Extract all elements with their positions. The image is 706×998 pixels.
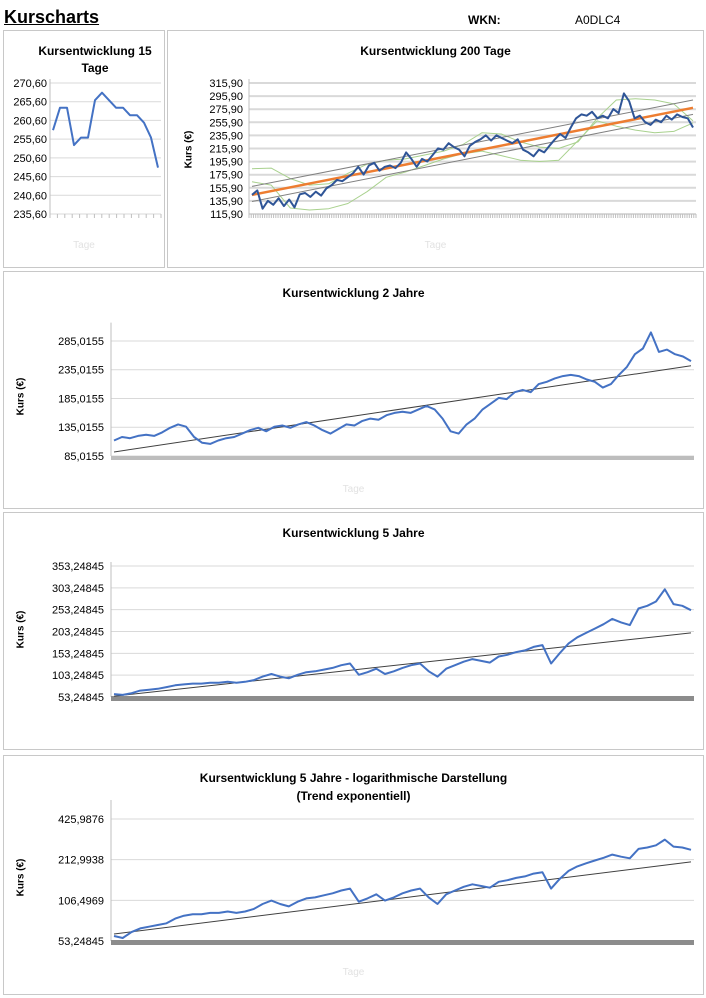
y-tick-label: 53,24845 (58, 936, 104, 948)
x-axis-label: Tage (342, 967, 365, 978)
y-tick-label: 215,90 (209, 144, 243, 156)
y-tick-label: 260,60 (13, 115, 47, 127)
y-axis-label: Kurs (€) (15, 858, 27, 897)
y-tick-label: 353,24845 (52, 561, 104, 573)
y-tick-label: 115,90 (210, 209, 243, 221)
x-axis-label: Tage (424, 240, 447, 251)
chart-subtitle: (Trend exponentiell) (296, 789, 411, 803)
series-trend (113, 861, 692, 935)
y-tick-label: 270,60 (13, 78, 47, 90)
x-axis-label: Tage (342, 484, 365, 495)
series-kurs (113, 331, 692, 445)
y-tick-label: 175,90 (209, 170, 243, 182)
plot-area: 425,9876 212,9938 106,4969 53,24845 (58, 800, 694, 948)
x-axis (111, 456, 694, 460)
chart-15-tage: 270,60 265,60 260,60 255,60 250,60 245,60 240,… (3, 30, 165, 268)
chart-5-jahre-log: 425,9876 212,9938 106,4969 53,24845 Kursent… (3, 755, 704, 995)
y-tick-label: 153,24845 (52, 648, 104, 660)
y-tick-label: 245,60 (13, 172, 47, 184)
wkn-value: A0DLC4 (575, 13, 621, 27)
chart-title: Kursentwicklung 5 Jahre - logarithmische… (199, 771, 508, 785)
series-trend (113, 632, 692, 697)
y-tick-label: 425,9876 (58, 814, 104, 826)
y-tick-label: 265,60 (13, 97, 47, 109)
y-tick-label: 135,90 (209, 196, 243, 208)
y-tick-label: 240,60 (13, 190, 47, 202)
series-trend (251, 106, 694, 197)
x-axis (111, 940, 694, 945)
y-tick-label: 155,90 (209, 183, 243, 195)
y-tick-label: 135,0155 (58, 422, 104, 434)
chart-title: Kursentwicklung 200 Tage (360, 44, 511, 58)
y-tick-label: 235,0155 (58, 365, 104, 377)
y-tick-label: 203,24845 (52, 627, 104, 639)
plot-area: 285,0155 235,0155 185,0155 135,0155 85,0155 (58, 322, 694, 463)
series-kurs (52, 91, 159, 168)
y-axis-label: Kurs (€) (15, 377, 27, 416)
y-tick-label: 295,90 (209, 91, 243, 103)
y-tick-label: 315,90 (209, 78, 243, 90)
series-trend (113, 365, 692, 453)
y-tick-label: 255,90 (209, 117, 243, 129)
y-tick-label: 275,90 (209, 104, 243, 116)
plot-area: 353,24845 303,24845 253,24845 203,24845 153,… (52, 561, 694, 704)
y-tick-label: 255,60 (13, 134, 47, 146)
y-tick-label: 106,4969 (58, 895, 104, 907)
wkn-label: WKN: (468, 13, 501, 27)
y-tick-label: 303,24845 (52, 583, 104, 595)
series-kurs (251, 92, 694, 210)
y-axis-label: Kurs (€) (183, 130, 195, 169)
y-tick-label: 250,60 (13, 153, 47, 165)
y-tick-label: 185,0155 (58, 393, 104, 405)
y-tick-label: 235,60 (13, 209, 47, 221)
y-tick-label: 195,90 (209, 157, 243, 169)
series-kurs (113, 588, 692, 696)
series-kurs (113, 838, 692, 939)
y-tick-label: 285,0155 (58, 336, 104, 348)
y-tick-label: 253,24845 (52, 605, 104, 617)
series-bollinger-unten (251, 120, 694, 211)
plot-area: 270,60 265,60 260,60 255,60 250,60 245,60 240,… (13, 78, 162, 221)
series-bollinger-oben (251, 98, 694, 186)
y-tick-label: 235,90 (209, 130, 243, 142)
x-axis-label: Tage (73, 240, 95, 251)
chart-title: Kursentwicklung 15 Tage (38, 44, 152, 75)
page-title: Kurscharts (4, 7, 100, 27)
x-axis (111, 696, 694, 701)
y-tick-label: 212,9938 (58, 855, 104, 867)
y-tick-label: 103,24845 (52, 670, 104, 682)
y-tick-label: 85,0155 (64, 451, 104, 463)
chart-title: Kursentwicklung 2 Jahre (282, 286, 425, 300)
y-axis-label: Kurs (€) (15, 610, 27, 649)
chart-2-jahre: 285,0155 235,0155 185,0155 135,0155 85,0155 … (3, 271, 704, 509)
chart-5-jahre: 353,24845 303,24845 253,24845 203,24845 153,… (3, 512, 704, 750)
chart-200-tage: 315,90 295,90 275,90 255,90 235,90 215,90 195,… (167, 30, 704, 268)
series-trendkanal-unten (251, 113, 694, 202)
y-tick-label: 53,24845 (58, 692, 104, 704)
chart-title: Kursentwicklung 5 Jahre (282, 526, 425, 540)
